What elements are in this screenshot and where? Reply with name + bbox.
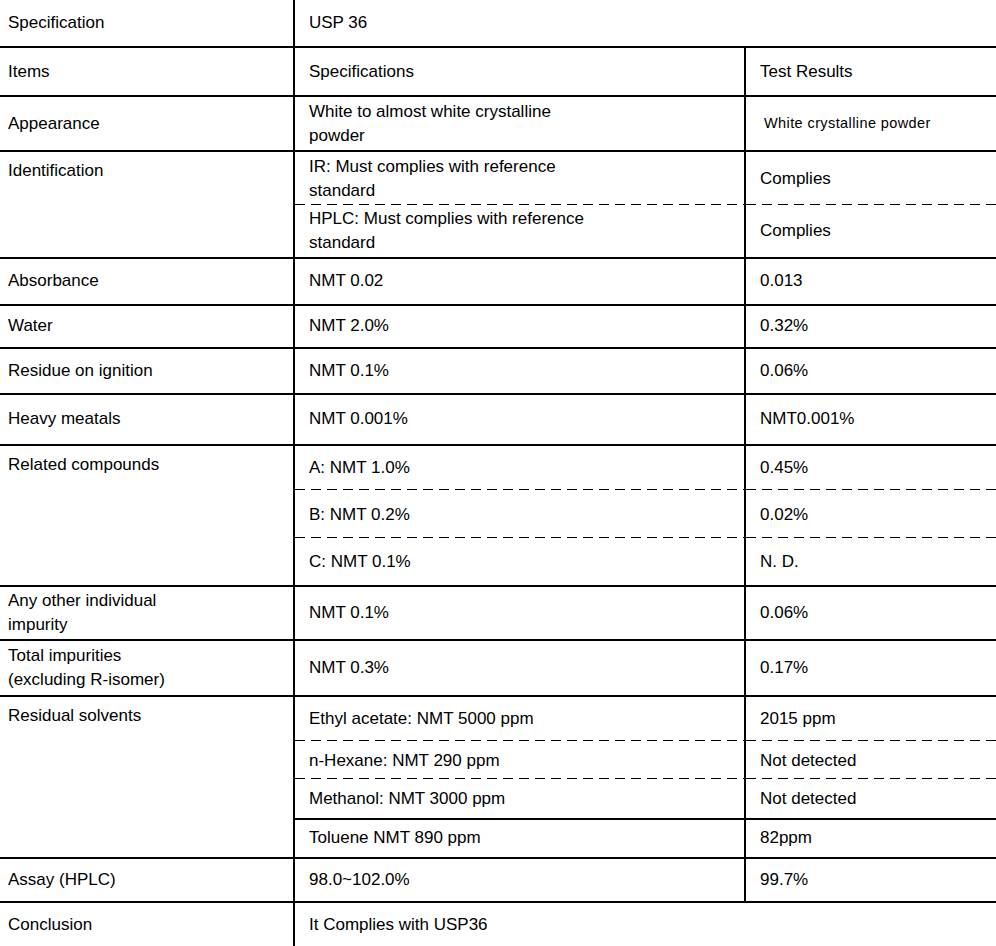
spec-cell-toluene: Toluene NMT 890 ppm — [295, 820, 746, 859]
spec-cell-conclusion: It Complies with USP36 — [295, 903, 996, 946]
spec-cell-related-compound-b: B: NMT 0.2% — [295, 491, 746, 539]
result-cell-heavy-metals: NMT0.001% — [746, 395, 996, 446]
spec-cell-water: NMT 2.0% — [295, 306, 746, 349]
table-row-absorbance: Absorbance NMT 0.02 0.013 — [0, 259, 996, 306]
spec-cell-appearance: White to almost white crystalline powder — [295, 97, 746, 152]
table-row-conclusion: Conclusion It Complies with USP36 — [0, 903, 996, 946]
item-cell-related-compounds: Related compounds — [0, 446, 295, 587]
column-header-specifications: Specifications — [295, 48, 746, 97]
spec-cell-absorbance: NMT 0.02 — [295, 259, 746, 306]
column-header-items: Items — [0, 48, 295, 97]
spec-cell-heavy-metals: NMT 0.001% — [295, 395, 746, 446]
item-cell-water: Water — [0, 306, 295, 349]
spec-cell-total-impurities: NMT 0.3% — [295, 641, 746, 697]
table-row-residual-solvent-ethyl-acetate: Residual solvents Ethyl acetate: NMT 500… — [0, 697, 996, 742]
spec-cell-any-other-individual-impurity: NMT 0.1% — [295, 587, 746, 641]
result-cell-related-compound-b: 0.02% — [746, 491, 996, 539]
table-row-appearance: Appearance White to almost white crystal… — [0, 97, 996, 152]
result-cell-related-compound-a: 0.45% — [746, 446, 996, 491]
item-cell-any-other-individual-impurity: Any other individual impurity — [0, 587, 295, 641]
table-row-headers: Items Specifications Test Results — [0, 48, 996, 97]
item-cell-absorbance: Absorbance — [0, 259, 295, 306]
result-cell-appearance: White crystalline powder — [746, 97, 996, 152]
column-header-test-results: Test Results — [746, 48, 996, 97]
table-row-identification-ir: Identification IR: Must complies with re… — [0, 152, 996, 205]
table-row-assay: Assay (HPLC) 98.0~102.0% 99.7% — [0, 859, 996, 903]
item-cell-identification: Identification — [0, 152, 295, 259]
result-cell-related-compound-c: N. D. — [746, 539, 996, 587]
item-cell-heavy-metals: Heavy meatals — [0, 395, 295, 446]
spec-cell-residue-on-ignition: NMT 0.1% — [295, 349, 746, 395]
table-row-related-compound-a: Related compounds A: NMT 1.0% 0.45% — [0, 446, 996, 491]
item-cell-residual-solvents: Residual solvents — [0, 697, 295, 859]
result-cell-residue-on-ignition: 0.06% — [746, 349, 996, 395]
result-cell-identification-ir: Complies — [746, 152, 996, 205]
specification-table: Specification USP 36 Items Specification… — [0, 0, 996, 946]
result-cell-ethyl-acetate: 2015 ppm — [746, 697, 996, 742]
result-cell-water: 0.32% — [746, 306, 996, 349]
result-cell-any-other-individual-impurity: 0.06% — [746, 587, 996, 641]
table-row-any-other-individual-impurity: Any other individual impurity NMT 0.1% 0… — [0, 587, 996, 641]
spec-cell-related-compound-c: C: NMT 0.1% — [295, 539, 746, 587]
spec-cell-assay: 98.0~102.0% — [295, 859, 746, 903]
result-cell-absorbance: 0.013 — [746, 259, 996, 306]
item-cell-appearance: Appearance — [0, 97, 295, 152]
spec-cell-identification-hplc: HPLC: Must complies with reference stand… — [295, 205, 746, 259]
spec-cell-ethyl-acetate: Ethyl acetate: NMT 5000 ppm — [295, 697, 746, 742]
spec-cell-methanol: Methanol: NMT 3000 ppm — [295, 780, 746, 820]
table-row-total-impurities: Total impurities (excluding R-isomer) NM… — [0, 641, 996, 697]
result-cell-methanol: Not detected — [746, 780, 996, 820]
spec-cell-identification-ir: IR: Must complies with reference standar… — [295, 152, 746, 205]
table-row-residue-on-ignition: Residue on ignition NMT 0.1% 0.06% — [0, 349, 996, 395]
table-row-water: Water NMT 2.0% 0.32% — [0, 306, 996, 349]
item-cell-total-impurities: Total impurities (excluding R-isomer) — [0, 641, 295, 697]
spec-cell-related-compound-a: A: NMT 1.0% — [295, 446, 746, 491]
item-cell-assay: Assay (HPLC) — [0, 859, 295, 903]
result-cell-identification-hplc: Complies — [746, 205, 996, 259]
item-cell-residue-on-ignition: Residue on ignition — [0, 349, 295, 395]
result-cell-total-impurities: 0.17% — [746, 641, 996, 697]
result-cell-n-hexane: Not detected — [746, 742, 996, 780]
table-row-heavy-metals: Heavy meatals NMT 0.001% NMT0.001% — [0, 395, 996, 446]
spec-cell-specification-standard: USP 36 — [295, 0, 996, 48]
result-cell-toluene: 82ppm — [746, 820, 996, 859]
item-cell-conclusion: Conclusion — [0, 903, 295, 946]
table-row-specification: Specification USP 36 — [0, 0, 996, 48]
result-cell-assay: 99.7% — [746, 859, 996, 903]
item-cell-specification: Specification — [0, 0, 295, 48]
spec-cell-n-hexane: n-Hexane: NMT 290 ppm — [295, 742, 746, 780]
